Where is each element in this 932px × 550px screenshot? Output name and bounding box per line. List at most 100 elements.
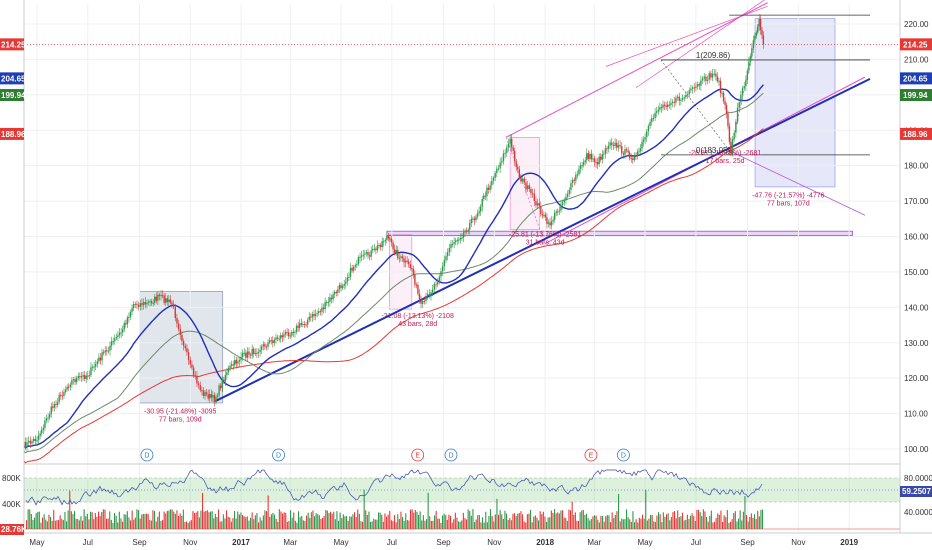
measure-annotation: 17 bars, 25d [706,158,745,165]
volume-bar [726,509,728,529]
candle-body [609,142,611,146]
candle-body [492,177,495,181]
candle-body [53,404,56,408]
volume-bar [630,521,632,529]
candle-body [622,153,625,155]
candle-body [592,158,594,160]
candle-body [509,138,511,144]
candle-body [656,111,658,113]
candle-body [555,211,557,213]
price-tag-label: 199.94 [903,91,928,100]
volume-bar [131,510,133,529]
candle-body [137,305,140,307]
volume-bar [66,521,68,529]
candle-body [632,158,634,161]
candle-body [201,390,203,392]
candle-body [114,338,116,342]
volume-bar [224,518,226,529]
volume-bar [507,519,509,529]
volume-bar [101,512,103,529]
volume-bar [163,511,165,529]
candle-body [428,294,431,297]
time-tick-label: Sep [132,538,147,547]
volume-bar [406,520,408,529]
volume-bar [267,495,269,529]
price-tag-left [0,127,24,140]
volume-bar [584,514,586,529]
event-letter: D [621,453,626,460]
candle-body [496,168,498,174]
volume-bar [707,521,709,529]
volume-bar [154,511,156,529]
candle-body [570,183,572,190]
volume-bar [338,520,340,529]
volume-bar [195,512,197,529]
volume-bar [510,520,512,529]
measure-annotation: 43 bars, 28d [398,321,437,328]
candle-body [376,245,379,251]
candle-body [612,145,615,147]
volume-bar [197,511,199,529]
channel-line [505,137,546,244]
candle-body [289,335,291,337]
candle-body [55,404,57,406]
time-tick-label: 2018 [536,538,554,547]
volume-bar [718,514,720,529]
candle-body [675,97,677,103]
candle-body [240,356,242,360]
candle-body [357,257,360,265]
candle-body [464,230,466,233]
volume-bar [272,512,274,529]
volume-bar [573,514,575,529]
volume-bar [558,513,560,529]
candle-body [546,217,548,224]
candle-body [128,316,130,318]
candle-body [360,255,363,257]
measure-annotation: -21.08 (-13.13%) -2108 [381,313,453,320]
candle-body [238,359,241,362]
volume-bar [326,510,328,529]
volume-bar [379,512,381,529]
candle-body [69,384,72,387]
volume-bar [363,489,365,529]
price-tag-label: 188.96 [1,130,26,139]
candle-body [590,153,593,160]
event-letter: E [415,453,420,460]
volume-bar [544,516,546,529]
volume-bar [123,514,125,529]
price-tag-right [900,38,932,51]
volume-bar [86,513,88,529]
time-tick-label: Nov [183,538,197,547]
candle-body [216,395,219,397]
volume-bar [360,521,362,529]
volume-bar [424,520,426,529]
time-tick-label: Jul [83,538,93,547]
candle-body [150,301,153,304]
ma100-line [23,92,764,454]
candle-body [475,216,477,221]
candle-body [34,438,37,442]
candle-body [386,235,388,241]
candle-body [589,153,591,159]
volume-bar [550,510,552,529]
candle-body [746,70,749,80]
volume-bar [139,518,141,529]
candle-body [370,250,372,257]
volume-bar [674,511,676,529]
volume-bar [760,509,762,529]
time-tick-label: 2019 [840,538,858,547]
volume-bar [475,519,477,529]
candle-body [146,302,148,305]
candle-body [243,352,245,354]
candle-body [722,92,725,102]
candle-body [710,73,712,78]
candle-body [472,218,474,220]
candle-body [453,242,455,244]
candle-body [652,118,655,120]
candle-body [673,101,675,103]
volume-bar [253,519,255,529]
volume-bar [106,518,108,529]
